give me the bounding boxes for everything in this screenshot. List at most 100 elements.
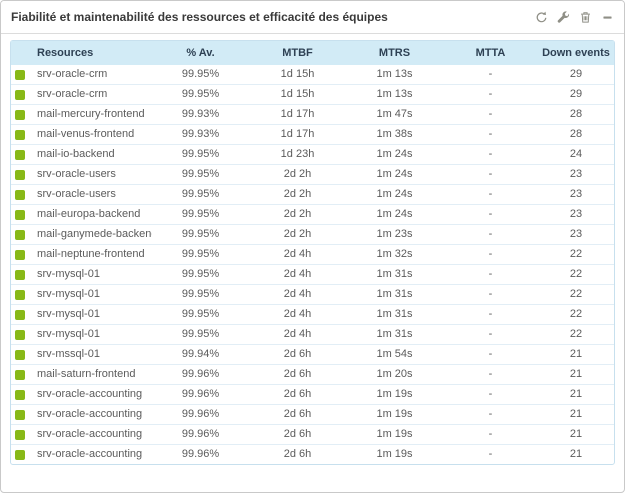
resource-name: srv-oracle-accounting bbox=[37, 388, 143, 400]
table-row: srv-oracle-users 99.95% 2d 2h 1m 24s - 2… bbox=[11, 185, 614, 205]
resource-name: srv-mysql-01 bbox=[37, 268, 100, 280]
mtrs-value: 1m 24s bbox=[346, 185, 443, 205]
status-ok-icon bbox=[15, 449, 25, 460]
trash-icon bbox=[579, 11, 592, 24]
collapse-button[interactable] bbox=[600, 10, 614, 24]
down-events-value: 21 bbox=[538, 385, 614, 405]
column-header-mtbf[interactable]: MTBF bbox=[249, 41, 346, 65]
status-ok-icon bbox=[15, 349, 25, 360]
column-header-mtrs[interactable]: MTRS bbox=[346, 41, 443, 65]
mtta-value: - bbox=[443, 205, 538, 225]
down-events-value: 24 bbox=[538, 145, 614, 165]
resource-name: mail-europa-backend bbox=[37, 208, 141, 220]
mtrs-value: 1m 19s bbox=[346, 425, 443, 445]
mtta-value: - bbox=[443, 305, 538, 325]
mtbf-value: 1d 15h bbox=[249, 85, 346, 105]
status-ok-icon bbox=[15, 109, 25, 120]
mtbf-value: 2d 4h bbox=[249, 245, 346, 265]
status-ok-icon bbox=[15, 429, 25, 440]
mtbf-value: 2d 2h bbox=[249, 225, 346, 245]
mtta-value: - bbox=[443, 385, 538, 405]
widget-titlebar: Fiabilité et maintenabilité des ressourc… bbox=[1, 1, 624, 34]
mtta-value: - bbox=[443, 325, 538, 345]
mtbf-value: 2d 6h bbox=[283, 448, 312, 461]
table-row: mail-mercury-frontend 99.93% 1d 17h 1m 4… bbox=[11, 105, 614, 125]
status-ok-icon bbox=[15, 289, 25, 300]
down-events-value: 29 bbox=[538, 85, 614, 105]
mtrs-value: 1m 24s bbox=[346, 205, 443, 225]
resource-name: srv-mssql-01 bbox=[37, 348, 100, 360]
status-ok-icon bbox=[15, 149, 25, 160]
availability-value: 99.94% bbox=[152, 345, 249, 365]
widget-title: Fiabilité et maintenabilité des ressourc… bbox=[11, 10, 388, 24]
down-events-value: 22 bbox=[538, 265, 614, 285]
table-row: srv-oracle-users 99.95% 2d 2h 1m 24s - 2… bbox=[11, 165, 614, 185]
refresh-button[interactable] bbox=[534, 10, 548, 24]
down-events-value: 22 bbox=[538, 325, 614, 345]
widget-actions bbox=[534, 10, 614, 24]
availability-value: 99.93% bbox=[152, 105, 249, 125]
table-row: srv-oracle-accounting 99.96% 2d 6h 1m 19… bbox=[11, 425, 614, 445]
availability-value: 99.95% bbox=[152, 325, 249, 345]
column-header-down-events[interactable]: Down events bbox=[538, 41, 614, 65]
resource-name: mail-saturn-frontend bbox=[37, 368, 136, 380]
mtrs-value: 1m 24s bbox=[346, 165, 443, 185]
availability-value: 99.95% bbox=[152, 65, 249, 85]
down-events-value: 21 bbox=[538, 405, 614, 425]
mtta-value: - bbox=[443, 165, 538, 185]
mtta-value: - bbox=[443, 65, 538, 85]
mtrs-value: 1m 31s bbox=[346, 325, 443, 345]
mtbf-value: 2d 4h bbox=[249, 285, 346, 305]
resource-name: mail-mercury-frontend bbox=[37, 108, 145, 120]
table-row: mail-ganymede-backend 99.95% 2d 2h 1m 23… bbox=[11, 225, 614, 245]
down-events-value: 21 bbox=[569, 448, 583, 461]
table-row: srv-mysql-01 99.95% 2d 4h 1m 31s - 22 bbox=[11, 325, 614, 345]
mtrs-value: 1m 31s bbox=[346, 285, 443, 305]
table-row: srv-mysql-01 99.95% 2d 4h 1m 31s - 22 bbox=[11, 285, 614, 305]
status-ok-icon bbox=[15, 129, 25, 140]
resource-name: srv-oracle-accounting bbox=[37, 448, 143, 461]
down-events-value: 29 bbox=[538, 65, 614, 85]
status-ok-icon bbox=[15, 369, 25, 380]
table-row: srv-oracle-crm 99.95% 1d 15h 1m 13s - 29 bbox=[11, 65, 614, 85]
availability-value: 99.95% bbox=[152, 185, 249, 205]
resource-name: srv-oracle-crm bbox=[37, 88, 108, 100]
widget-content: Resources % Av. MTBF MTRS MTTA Down even… bbox=[1, 34, 624, 483]
mtta-value: - bbox=[443, 285, 538, 305]
table-header: Resources % Av. MTBF MTRS MTTA Down even… bbox=[11, 41, 614, 65]
table-row: mail-europa-backend 99.95% 2d 2h 1m 24s … bbox=[11, 205, 614, 225]
table-row: mail-venus-frontend 99.93% 1d 17h 1m 38s… bbox=[11, 125, 614, 145]
availability-value: 99.93% bbox=[152, 125, 249, 145]
mtbf-value: 1d 15h bbox=[249, 65, 346, 85]
down-events-value: 22 bbox=[538, 305, 614, 325]
mtta-value: - bbox=[443, 225, 538, 245]
table-row: srv-oracle-accounting 99.96% 2d 6h 1m 19… bbox=[11, 445, 614, 464]
column-header-resources[interactable]: Resources bbox=[11, 41, 152, 65]
resource-name: mail-neptune-frontend bbox=[37, 248, 145, 260]
minus-icon bbox=[601, 11, 614, 24]
mtbf-value: 2d 2h bbox=[249, 165, 346, 185]
table-body: srv-oracle-crm 99.95% 1d 15h 1m 13s - 29… bbox=[11, 65, 614, 464]
mtrs-value: 1m 54s bbox=[346, 345, 443, 365]
down-events-value: 22 bbox=[538, 245, 614, 265]
configure-button[interactable] bbox=[556, 10, 570, 24]
delete-button[interactable] bbox=[578, 10, 592, 24]
mtrs-value: 1m 47s bbox=[346, 105, 443, 125]
column-header-mtta[interactable]: MTTA bbox=[443, 41, 538, 65]
mtbf-value: 2d 6h bbox=[249, 345, 346, 365]
resource-name: mail-venus-frontend bbox=[37, 128, 135, 140]
availability-value: 99.96% bbox=[152, 425, 249, 445]
resource-name: mail-io-backend bbox=[37, 148, 115, 160]
mtbf-value: 2d 6h bbox=[249, 425, 346, 445]
column-header-availability[interactable]: % Av. bbox=[152, 41, 249, 65]
table-row: srv-mysql-01 99.95% 2d 4h 1m 31s - 22 bbox=[11, 305, 614, 325]
mtrs-value: 1m 13s bbox=[346, 65, 443, 85]
resource-name: srv-mysql-01 bbox=[37, 288, 100, 300]
table-row: srv-mysql-01 99.95% 2d 4h 1m 31s - 22 bbox=[11, 265, 614, 285]
down-events-value: 28 bbox=[538, 125, 614, 145]
mtta-value: - bbox=[443, 125, 538, 145]
table-row: mail-io-backend 99.95% 1d 23h 1m 24s - 2… bbox=[11, 145, 614, 165]
availability-value: 99.96% bbox=[181, 448, 220, 461]
mtta-value: - bbox=[443, 145, 538, 165]
mtrs-value: 1m 24s bbox=[346, 145, 443, 165]
